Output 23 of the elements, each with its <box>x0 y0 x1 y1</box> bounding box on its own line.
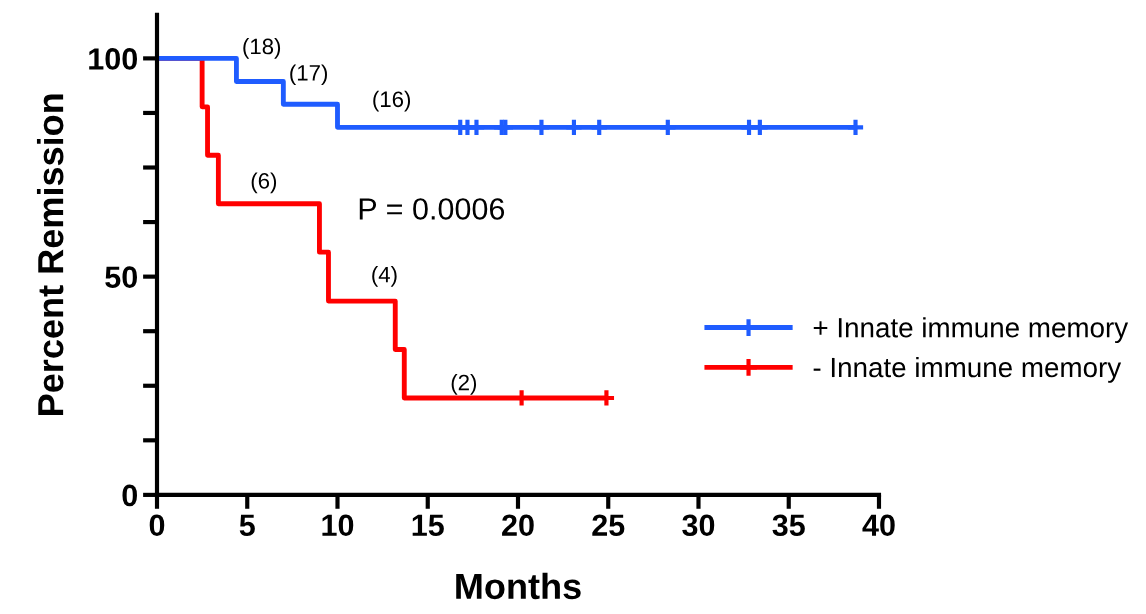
x-tick-label: 10 <box>322 514 354 537</box>
x-tick-label: 40 <box>862 514 895 537</box>
annotation: (6) <box>251 172 277 194</box>
annotation: (16) <box>373 90 411 112</box>
legend-label: - Innate immune memory <box>813 356 1122 383</box>
x-tick-label: 35 <box>772 514 805 537</box>
x-tick-label: 20 <box>502 514 534 537</box>
annotation: (2) <box>451 374 477 395</box>
annotation: (17) <box>290 64 327 86</box>
annotation: (18) <box>243 37 281 59</box>
y-tick-label: 50 <box>105 266 137 289</box>
annotation: P = 0.0006 <box>359 198 505 220</box>
y-axis-title: Percent Remission <box>36 94 64 415</box>
x-tick-label: 15 <box>412 514 444 537</box>
x-tick-label: 30 <box>682 514 715 537</box>
y-tick-label: 100 <box>89 48 137 70</box>
legend-label: + Innate immune memory <box>813 317 1129 344</box>
x-tick-label: 25 <box>592 514 625 537</box>
annotation: (4) <box>372 266 397 287</box>
x-axis-title: Months <box>456 572 581 600</box>
x-tick-label: 0 <box>149 514 165 537</box>
y-tick-label: 0 <box>122 484 137 507</box>
x-tick-label: 5 <box>239 514 255 537</box>
